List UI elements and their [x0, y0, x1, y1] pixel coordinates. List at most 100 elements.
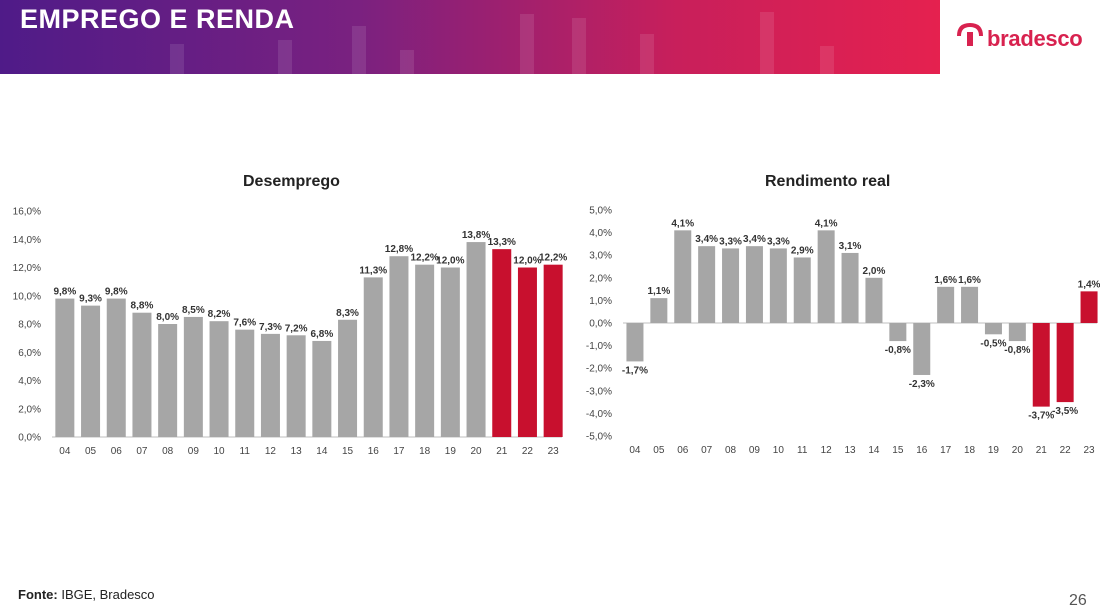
unemp-ytick: 0,0%: [18, 433, 41, 444]
header-banner: EMPREGO E RENDA: [0, 0, 940, 74]
income-bar: [722, 248, 740, 323]
unemp-ytick: 4,0%: [18, 376, 41, 387]
income-bar: [889, 323, 907, 342]
income-ytick: 2,0%: [589, 273, 612, 284]
unemp-ytick: 6,0%: [18, 348, 41, 359]
income-bar: [650, 298, 668, 323]
income-xtick: 13: [844, 445, 856, 456]
income-xtick: 09: [749, 445, 761, 456]
unemp-xtick: 06: [111, 446, 123, 457]
income-data-label: -3,7%: [1028, 411, 1054, 422]
unemp-data-label: 9,8%: [105, 287, 128, 298]
income-ytick: -5,0%: [586, 432, 612, 443]
income-data-label: 3,3%: [767, 236, 790, 247]
unemp-data-label: 11,3%: [359, 265, 387, 276]
income-xtick: 05: [653, 445, 665, 456]
unemp-data-label: 12,8%: [385, 244, 413, 255]
income-bar: [793, 257, 811, 323]
unemp-xtick: 05: [85, 446, 97, 457]
unemp-data-label: 8,2%: [208, 309, 231, 320]
income-xtick: 22: [1060, 445, 1072, 456]
income-data-label: -2,3%: [909, 379, 935, 390]
income-ytick: 4,0%: [589, 228, 612, 239]
unemp-bar: [235, 329, 255, 437]
unemp-data-label: 12,2%: [539, 253, 567, 264]
unemp-xtick: 04: [59, 446, 71, 457]
unemp-bar: [415, 264, 435, 437]
income-data-label: 3,4%: [743, 234, 766, 245]
income-ytick: -1,0%: [586, 341, 612, 352]
unemp-xtick: 20: [470, 446, 482, 457]
unemp-xtick: 18: [419, 446, 431, 457]
unemp-xtick: 17: [393, 446, 405, 457]
income-data-label: 2,0%: [863, 266, 886, 277]
unemp-xtick: 22: [522, 446, 534, 457]
page-number: 26: [1069, 592, 1087, 609]
unemp-xtick: 08: [162, 446, 174, 457]
unemp-data-label: 13,3%: [488, 237, 516, 248]
page-title: EMPREGO E RENDA: [20, 4, 295, 34]
income-bar: [769, 248, 787, 323]
income-xtick: 18: [964, 445, 976, 456]
unemp-xtick: 13: [291, 446, 303, 457]
unemp-data-label: 13,8%: [462, 230, 490, 241]
income-data-label: -0,8%: [885, 345, 911, 356]
income-data-label: -1,7%: [622, 365, 648, 376]
chart-title-desemprego: Desemprego: [243, 173, 340, 190]
income-data-label: 1,1%: [647, 286, 670, 297]
income-bar: [745, 246, 763, 323]
income-xtick: 06: [677, 445, 689, 456]
unemp-data-label: 8,3%: [336, 308, 359, 319]
income-data-label: -3,5%: [1052, 406, 1078, 417]
unemp-xtick: 07: [136, 446, 148, 457]
income-xtick: 07: [701, 445, 713, 456]
income-ytick: 1,0%: [589, 296, 612, 307]
unemp-ytick: 8,0%: [18, 320, 41, 331]
income-bar: [1032, 323, 1050, 407]
income-bar: [674, 230, 692, 323]
unemp-bar: [466, 242, 486, 437]
income-bar: [913, 323, 931, 375]
unemp-data-label: 8,5%: [182, 305, 205, 316]
income-ytick: -2,0%: [586, 364, 612, 375]
income-bar: [865, 277, 883, 323]
unemp-data-label: 6,8%: [310, 329, 333, 340]
income-data-label: 3,1%: [839, 241, 862, 252]
unemp-bar: [81, 305, 101, 437]
income-bar: [1080, 291, 1098, 323]
unemp-ytick: 12,0%: [13, 263, 41, 274]
income-data-label: -0,8%: [1004, 345, 1030, 356]
unemp-bar: [286, 335, 306, 437]
unemp-xtick: 16: [368, 446, 380, 457]
unemp-xtick: 14: [316, 446, 328, 457]
income-bar: [626, 323, 644, 362]
unemp-bar: [338, 319, 358, 437]
income-bar: [1056, 323, 1074, 403]
income-bar: [817, 230, 835, 323]
unemp-bar: [260, 333, 280, 437]
income-ytick: -4,0%: [586, 409, 612, 420]
unemp-xtick: 19: [445, 446, 457, 457]
income-data-label: 3,4%: [695, 234, 718, 245]
unemp-data-label: 12,0%: [436, 256, 464, 267]
income-xtick: 23: [1083, 445, 1095, 456]
unemp-ytick: 2,0%: [18, 404, 41, 415]
income-xtick: 15: [892, 445, 904, 456]
unemp-data-label: 7,2%: [285, 323, 308, 334]
unemp-xtick: 12: [265, 446, 277, 457]
unemp-data-label: 9,3%: [79, 294, 102, 305]
income-xtick: 19: [988, 445, 1000, 456]
income-xtick: 14: [868, 445, 880, 456]
income-xtick: 10: [773, 445, 785, 456]
unemp-xtick: 10: [213, 446, 225, 457]
unemp-bar: [158, 324, 178, 437]
unemp-bar: [543, 264, 563, 437]
logo-text: bradesco: [987, 26, 1083, 51]
unemp-ytick: 14,0%: [13, 235, 41, 246]
income-xtick: 04: [629, 445, 641, 456]
income-data-label: 4,1%: [671, 218, 694, 229]
income-bar: [841, 252, 859, 323]
unemp-data-label: 9,8%: [53, 287, 76, 298]
income-data-label: 2,9%: [791, 245, 814, 256]
